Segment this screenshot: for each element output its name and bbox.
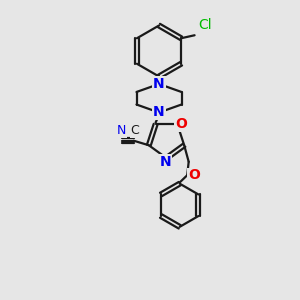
- Text: C: C: [130, 124, 140, 137]
- Text: N: N: [160, 155, 172, 169]
- Text: O: O: [188, 168, 200, 182]
- Text: Cl: Cl: [198, 18, 212, 32]
- Text: N: N: [153, 77, 165, 91]
- Text: N: N: [153, 106, 165, 119]
- Text: N: N: [116, 124, 126, 137]
- Text: O: O: [175, 117, 187, 131]
